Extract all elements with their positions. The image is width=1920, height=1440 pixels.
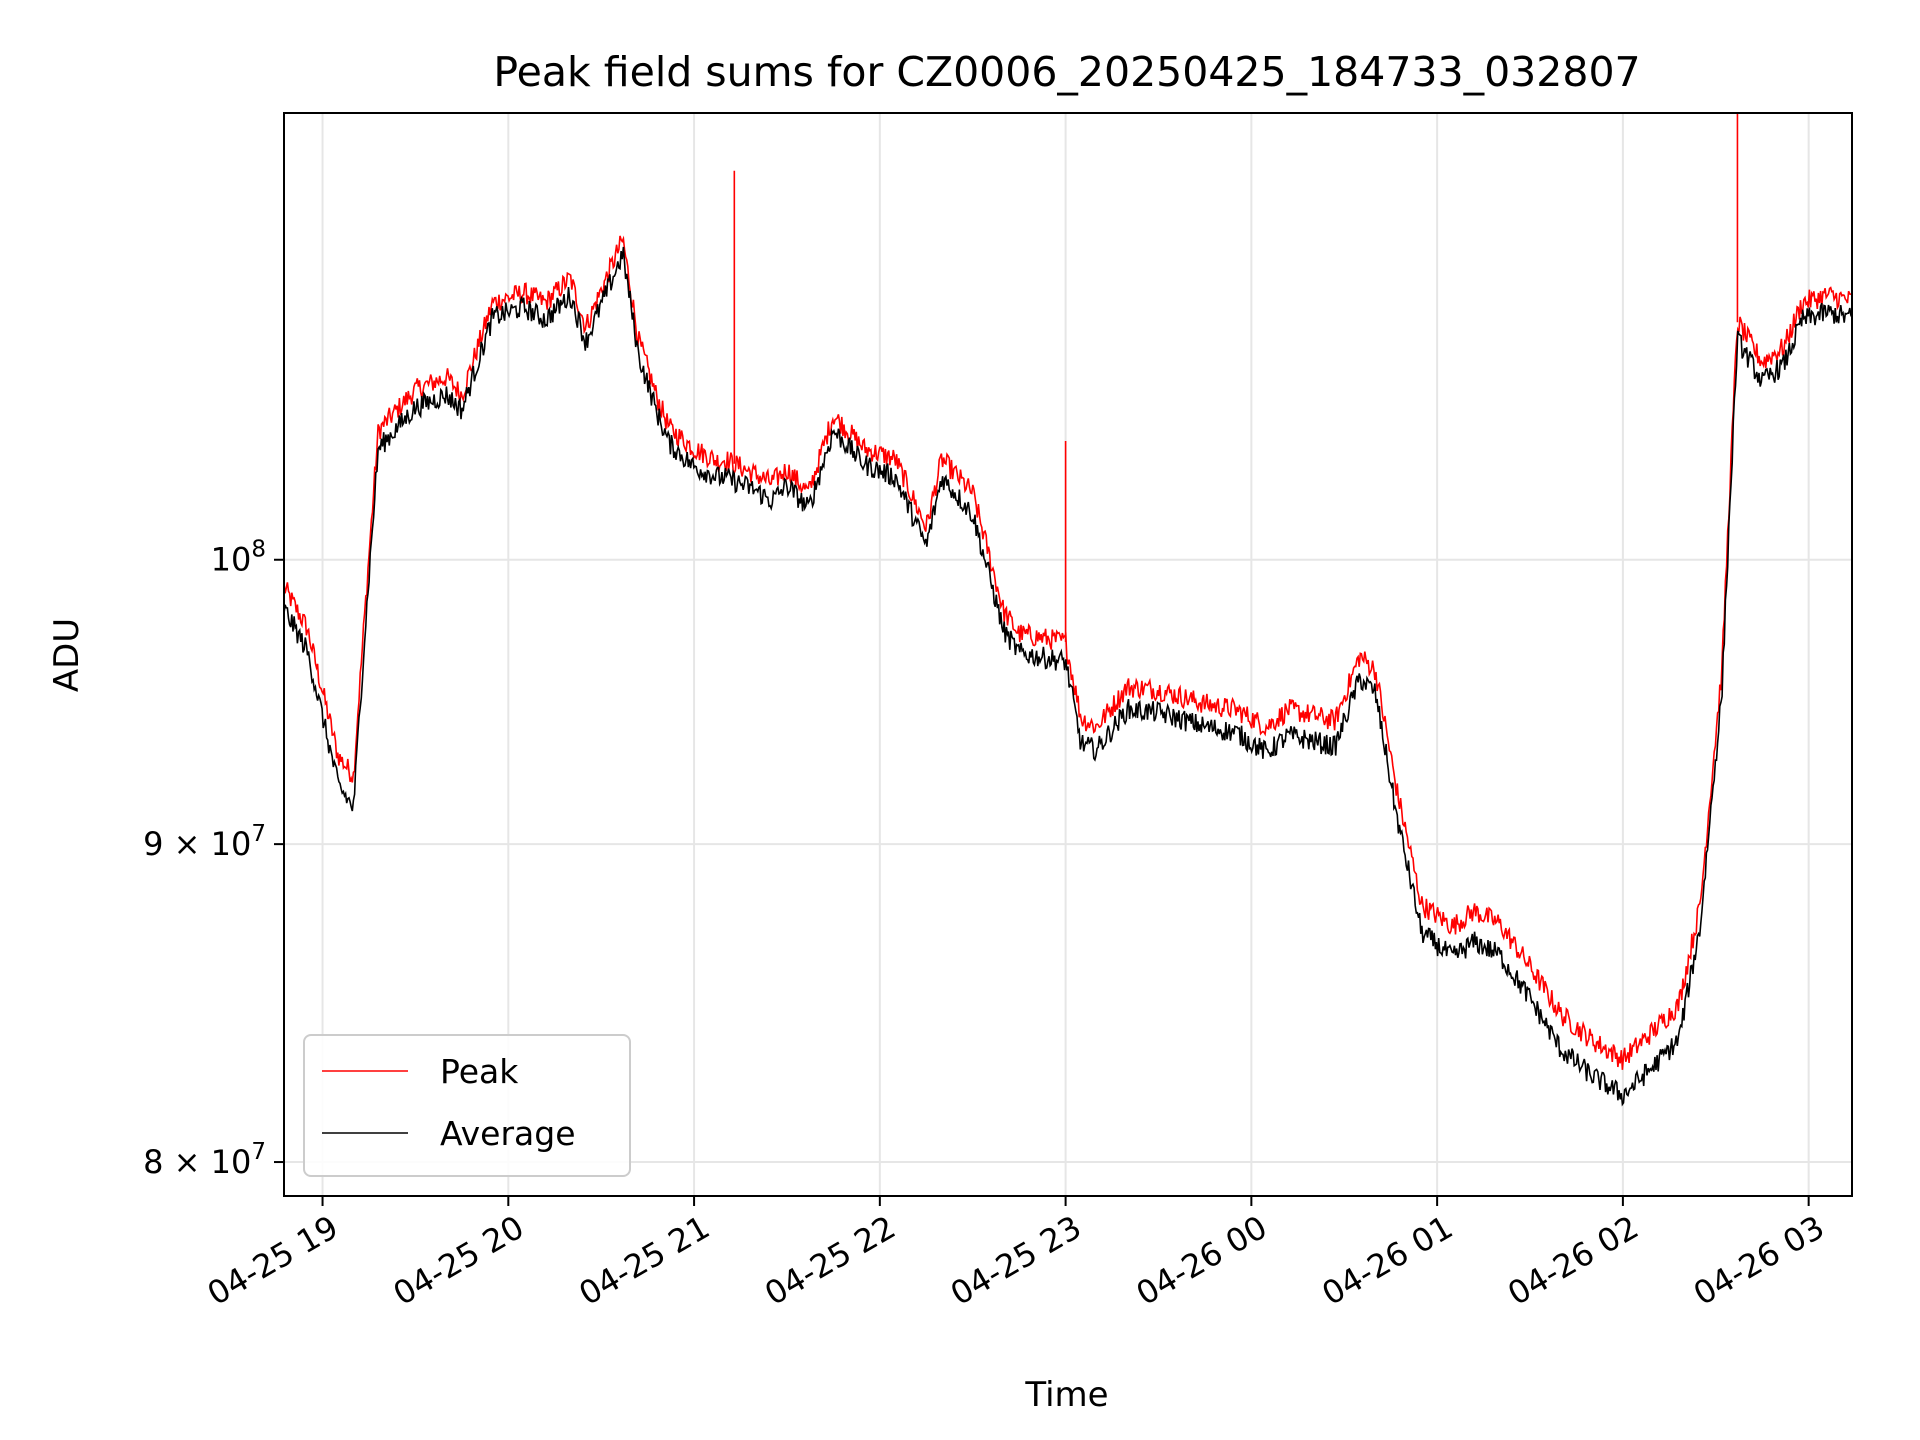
- series-layer: [284, 113, 1852, 1107]
- chart-title: Peak field sums for CZ0006_20250425_1847…: [493, 48, 1640, 96]
- y-tick-label: 108: [211, 537, 266, 579]
- legend-label-peak: Peak: [440, 1052, 519, 1091]
- legend-label-average: Average: [440, 1114, 576, 1153]
- y-axis-label: ADU: [47, 618, 87, 692]
- plot-frame: [283, 112, 1853, 1197]
- x-axis-label: Time: [1024, 1375, 1108, 1415]
- legend: Peak Average: [303, 1034, 631, 1177]
- y-axis: 8 × 107 9 × 107 108: [143, 537, 284, 1181]
- y-tick-label: 9 × 107: [143, 821, 266, 863]
- series-line-average: [284, 246, 1852, 1107]
- y-tick-label: 8 × 107: [143, 1139, 266, 1181]
- series-line-peak: [284, 235, 1852, 1070]
